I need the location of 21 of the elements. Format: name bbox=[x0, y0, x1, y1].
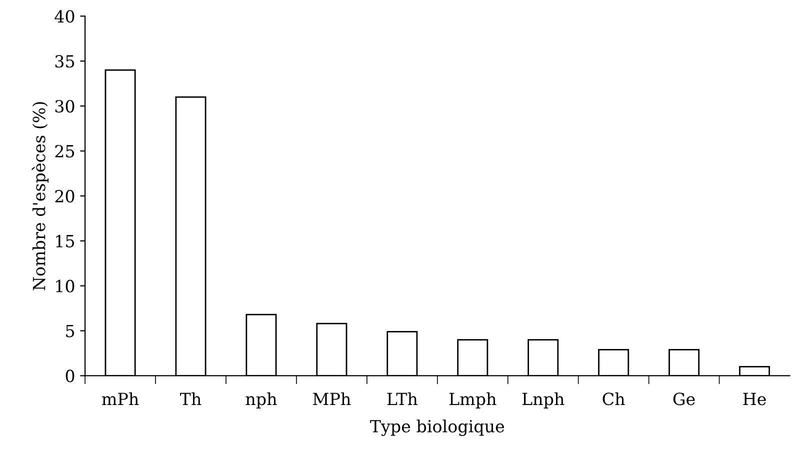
x-tick-label: mPh bbox=[102, 392, 139, 406]
y-tick-label: 15 bbox=[56, 234, 74, 248]
y-tick-label: 0 bbox=[66, 370, 74, 382]
x-axis-title: Type biologique bbox=[370, 420, 504, 436]
x-tick-label: Ch bbox=[602, 392, 625, 406]
x-tick-label: He bbox=[743, 392, 766, 406]
x-tick-label: MPh bbox=[313, 392, 351, 406]
y-tick-label: 35 bbox=[55, 55, 74, 68]
x-tick-label: Lnph bbox=[522, 392, 564, 409]
x-tick-label: Ge bbox=[673, 392, 695, 406]
x-tick-label: Th bbox=[180, 392, 202, 406]
x-tick-label: Lmph bbox=[449, 392, 496, 409]
y-tick-label: 30 bbox=[55, 100, 74, 113]
y-tick-label: 20 bbox=[55, 190, 74, 202]
y-axis-title: Nombre d'espèces (%) bbox=[32, 102, 49, 290]
x-tick-label: LTh bbox=[387, 392, 418, 406]
y-tick-label: 25 bbox=[55, 144, 74, 158]
y-tick-label: 40 bbox=[54, 10, 74, 23]
y-tick-label: 10 bbox=[56, 280, 74, 292]
y-tick-label: 5 bbox=[66, 324, 74, 338]
x-tick-label: nph bbox=[246, 392, 277, 409]
